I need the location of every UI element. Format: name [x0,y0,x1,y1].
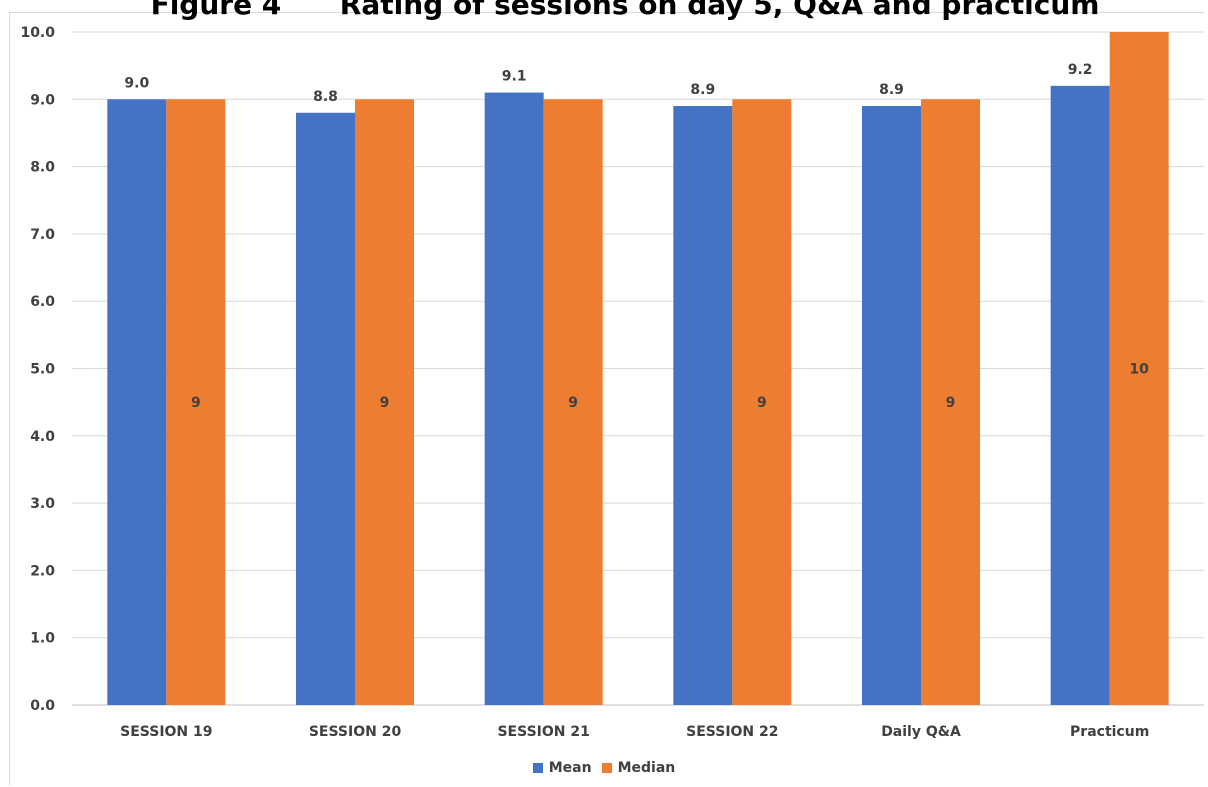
bar-mean [862,106,921,705]
x-tick-label: Practicum [1070,724,1149,740]
y-tick-label: 4.0 [30,429,55,445]
data-label-mean: 9.2 [1068,62,1093,78]
y-tick-label: 6.0 [30,294,55,310]
legend-swatch-mean [532,763,543,773]
data-label-median: 10 [1129,362,1149,378]
data-label-median: 9 [380,395,390,411]
bar-median [921,99,980,706]
y-tick-label: 7.0 [30,227,55,243]
data-label-mean: 8.8 [313,89,338,105]
bar-mean [484,92,544,705]
chart-frame [9,12,1204,785]
bar-median [543,99,603,706]
data-label-median: 9 [757,395,767,411]
bar-mean [1050,85,1110,706]
x-tick-label: SESSION 20 [309,724,402,740]
legend-label-mean: Mean [548,760,592,776]
y-axis-tick-labels: 0.0 1.0 2.0 3.0 4.0 5.0 6.0 7.0 8.0 9.0 10.0 [20,25,55,714]
y-tick-label: 2.0 [30,563,55,579]
legend-label-median: Median [617,760,676,776]
bar-mean [107,99,167,706]
x-tick-label: SESSION 21 [497,724,589,740]
y-tick-label: 3.0 [30,496,55,512]
y-tick-label: 1.0 [30,631,55,647]
legend-swatch-median [601,763,612,773]
y-tick-label: 5.0 [30,362,55,378]
bar-mean [296,112,355,705]
data-label-median: 9 [946,395,956,411]
data-label-mean: 9.1 [502,69,527,85]
legend: Mean Median [0,760,1208,776]
gridlines [72,31,1204,706]
y-tick-label: 10.0 [20,25,55,41]
x-tick-label: SESSION 22 [686,724,778,740]
y-tick-label: 9.0 [30,92,55,108]
data-label-median: 9 [191,395,201,411]
data-label-mean: 8.9 [690,82,715,98]
data-label-mean: 8.9 [879,82,904,98]
legend-item-median: Median [601,760,676,776]
bar-median [166,99,226,706]
bar-median [355,99,414,706]
x-tick-label: SESSION 19 [120,724,212,740]
x-tick-label: Daily Q&A [881,724,961,740]
data-labels: 9.0 9 8.8 9 9.1 9 8.9 9 8.9 9 9.2 10 [124,62,1149,411]
y-tick-label: 0.0 [30,698,55,714]
bars [107,32,1169,706]
data-label-mean: 9.0 [124,75,149,91]
chart-title: Figure 4 Rating of sessions on day 5, Q&… [150,0,1100,21]
legend-item-mean: Mean [532,760,592,776]
bar-median [1109,32,1169,705]
bar-median [732,99,792,706]
y-tick-label: 8.0 [30,160,55,176]
bar-mean [673,106,733,705]
x-axis-tick-labels: SESSION 19 SESSION 20 SESSION 21 SESSION 22… [120,724,1149,740]
data-label-median: 9 [568,395,578,411]
